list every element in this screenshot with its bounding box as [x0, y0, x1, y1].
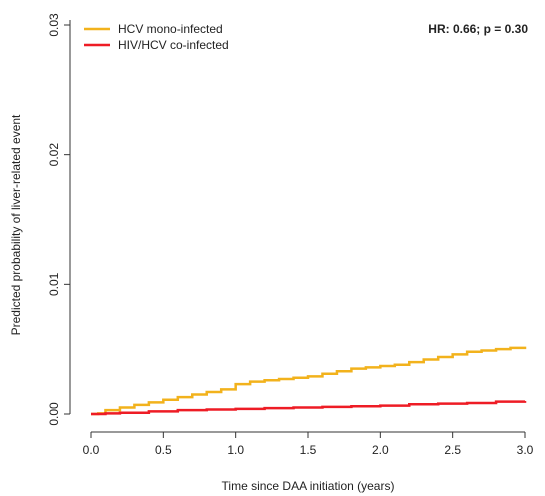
y-tick-label: 0.02: [47, 143, 61, 167]
x-tick-label: 1.0: [227, 443, 244, 457]
y-tick-label: 0.03: [47, 13, 61, 37]
series-line-hiv-hcv-co: [91, 400, 527, 416]
y-axis-ticks: 0.00 0.01 0.02 0.03: [47, 13, 70, 426]
x-tick-label: 1.5: [300, 443, 317, 457]
hazard-ratio-annotation: HR: 0.66; p = 0.30: [428, 22, 528, 36]
x-tick-label: 2.5: [444, 443, 461, 457]
legend-label-hiv-hcv-co: HIV/HCV co-infected: [118, 38, 229, 52]
series-lines: [91, 346, 527, 416]
y-tick-label: 0.00: [47, 402, 61, 426]
x-axis-ticks: 0.0 0.5 1.0 1.5 2.0 2.5 3.0: [83, 432, 534, 457]
y-tick-label: 0.01: [47, 272, 61, 296]
y-axis-title: Predicted probability of liver-related e…: [9, 114, 23, 335]
x-tick-label: 0.0: [83, 443, 100, 457]
x-tick-label: 0.5: [155, 443, 172, 457]
legend: HCV mono-infected HIV/HCV co-infected: [84, 22, 229, 52]
series-line-hcv-mono: [91, 346, 527, 416]
x-tick-label: 3.0: [517, 443, 534, 457]
x-axis-title: Time since DAA initiation (years): [222, 479, 395, 493]
legend-label-hcv-mono: HCV mono-infected: [118, 22, 223, 36]
x-tick-label: 2.0: [372, 443, 389, 457]
